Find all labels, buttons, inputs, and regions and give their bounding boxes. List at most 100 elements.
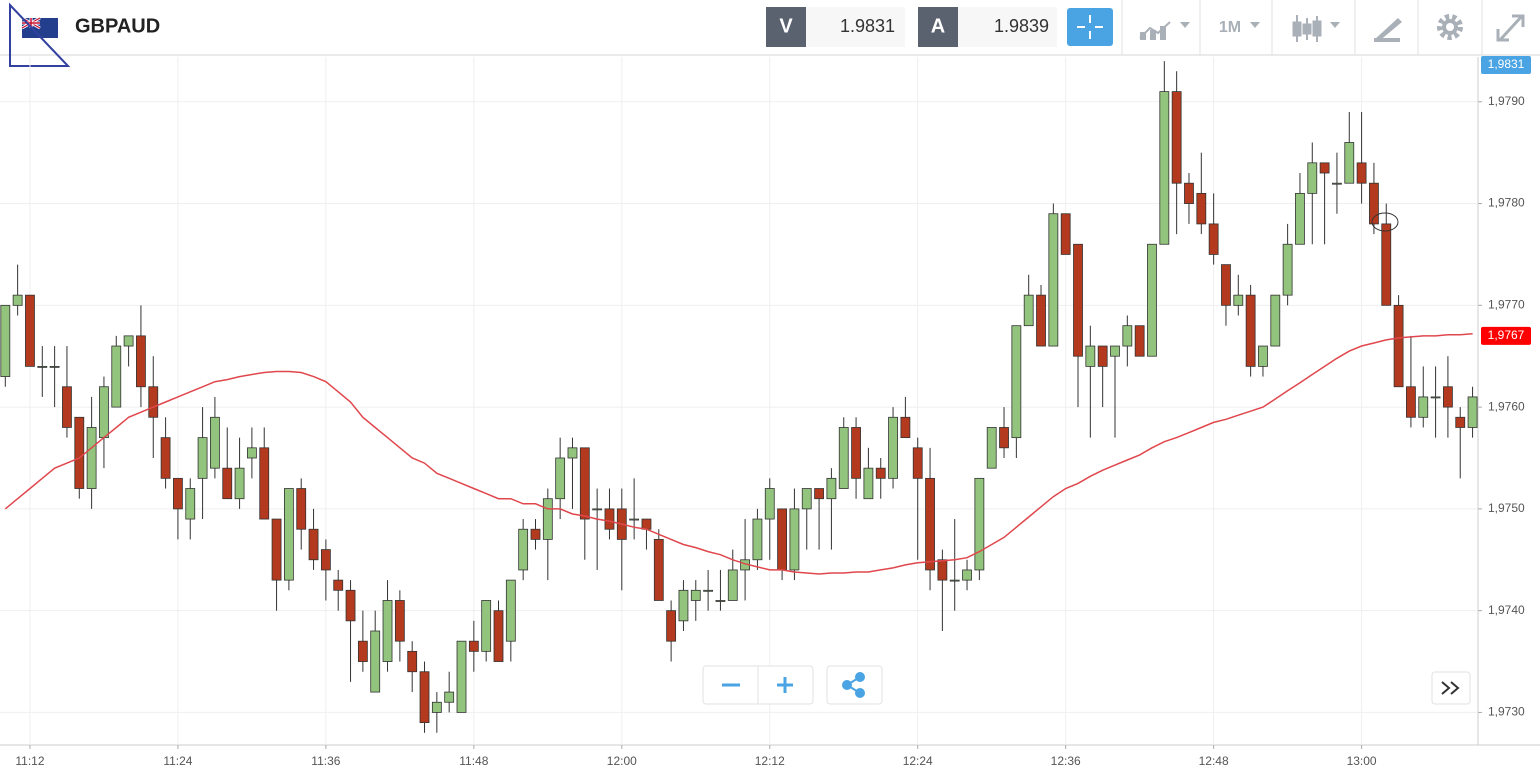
bid-box[interactable] [806, 7, 905, 47]
candle-body [530, 528, 541, 540]
candle-body [666, 610, 677, 642]
candle-body [62, 386, 72, 428]
candle-body [283, 488, 294, 581]
candle-body [136, 335, 146, 388]
candle-body [333, 579, 344, 591]
candle-body [937, 559, 948, 581]
candle-body [814, 488, 824, 500]
candle-body [888, 416, 898, 479]
settings-button[interactable] [1437, 14, 1463, 40]
candle-body [986, 427, 997, 469]
candle-body [1060, 213, 1071, 255]
candle-body [1443, 386, 1453, 408]
candle-body [1036, 294, 1046, 347]
candle-body [962, 569, 972, 581]
candle-body [123, 335, 134, 347]
ask-box[interactable] [958, 7, 1057, 47]
scroll-end-button[interactable] [1431, 671, 1471, 705]
candle-body [1110, 345, 1120, 357]
candle-body [604, 508, 615, 530]
candle-body [715, 600, 726, 602]
candle-body [789, 508, 800, 571]
candle-body [900, 416, 911, 439]
candle-body [764, 488, 775, 520]
candle-body [505, 579, 516, 642]
candle-body [160, 437, 171, 479]
candle-body [949, 579, 960, 582]
candle-body [1258, 345, 1268, 367]
candle-body [210, 416, 220, 469]
annotation-ellipse [1371, 212, 1399, 232]
candle-body [173, 477, 183, 510]
candle-body [370, 630, 381, 693]
y-tick-label: 1,9780 [1488, 196, 1525, 210]
x-tick-label: 12:12 [755, 754, 785, 768]
candle-body [1147, 243, 1157, 357]
candle-body [1011, 325, 1022, 439]
timeframe[interactable]: 1M [1219, 19, 1241, 36]
x-tick-label: 12:00 [607, 754, 637, 768]
timeframe-arrow[interactable] [1250, 22, 1260, 28]
plot: 1,9730 1,9740 1,9750 1,9760 1,9770 1,9780 1,97… [0, 56, 1540, 768]
y-tick-label: 1,9730 [1488, 705, 1525, 719]
y-tick-label: 1,9790 [1488, 94, 1525, 108]
y-tick-label: 1,9740 [1488, 603, 1525, 617]
candle-body [690, 589, 701, 601]
candle-body [185, 488, 196, 520]
candle-body [1295, 192, 1305, 245]
candle-body [1073, 243, 1083, 357]
ask-button[interactable] [918, 7, 958, 47]
x-tick-label: 12:48 [1199, 754, 1229, 768]
candle-body [851, 427, 861, 479]
fullscreen-button[interactable] [1496, 14, 1525, 42]
candle-body [357, 640, 368, 662]
bid-button[interactable] [766, 7, 806, 47]
share-icon[interactable] [842, 672, 865, 698]
last-price-label: 1,9767 [1488, 328, 1525, 342]
x-tick-label: 12:36 [1051, 754, 1081, 768]
candle-body [1332, 182, 1342, 185]
ask-letter[interactable]: A [931, 15, 945, 37]
zoom-in[interactable] [777, 677, 793, 693]
candle-body [468, 640, 479, 652]
x-tick-label: 11:24 [163, 754, 192, 768]
candle-body [1455, 416, 1466, 428]
candle-body [1356, 162, 1367, 184]
candle-body [308, 528, 319, 561]
moving-average [4, 333, 1473, 575]
x-tick-label: 11:48 [459, 754, 488, 768]
drawing-button[interactable] [1374, 18, 1402, 42]
candle-body [0, 304, 11, 377]
candle-body [777, 508, 787, 571]
bid-letter[interactable]: V [779, 15, 793, 37]
candle-body [1097, 345, 1108, 367]
candle-body [1221, 264, 1231, 306]
chart-type-button[interactable] [1139, 21, 1190, 40]
candle-body [1023, 294, 1034, 327]
candle-body [419, 671, 430, 724]
bid-price[interactable]: 1.9831 [840, 16, 895, 36]
share-button[interactable] [826, 665, 883, 705]
candle-type-button[interactable] [1292, 15, 1340, 42]
candle-body [1406, 386, 1416, 418]
crosshair-button[interactable] [1067, 8, 1113, 46]
scroll-end-icon[interactable] [1441, 681, 1460, 695]
candle-body [826, 477, 837, 500]
candle-body [1159, 91, 1170, 245]
y-tick-label: 1,9760 [1488, 399, 1525, 413]
candle-body [567, 447, 578, 459]
candle-body [555, 457, 566, 500]
candle-body [37, 365, 48, 368]
candle-body [875, 467, 886, 479]
ask-price[interactable]: 1.9839 [994, 16, 1049, 36]
candle-body [222, 467, 233, 500]
candle-body [246, 447, 257, 459]
candle-body [345, 589, 356, 622]
symbol: GBPAUD [75, 15, 160, 37]
candle-body [1282, 243, 1293, 296]
candle-body [653, 539, 664, 601]
candle-body [1233, 294, 1244, 306]
candle-body [1393, 304, 1404, 388]
x-tick-label: 11:36 [311, 754, 340, 768]
